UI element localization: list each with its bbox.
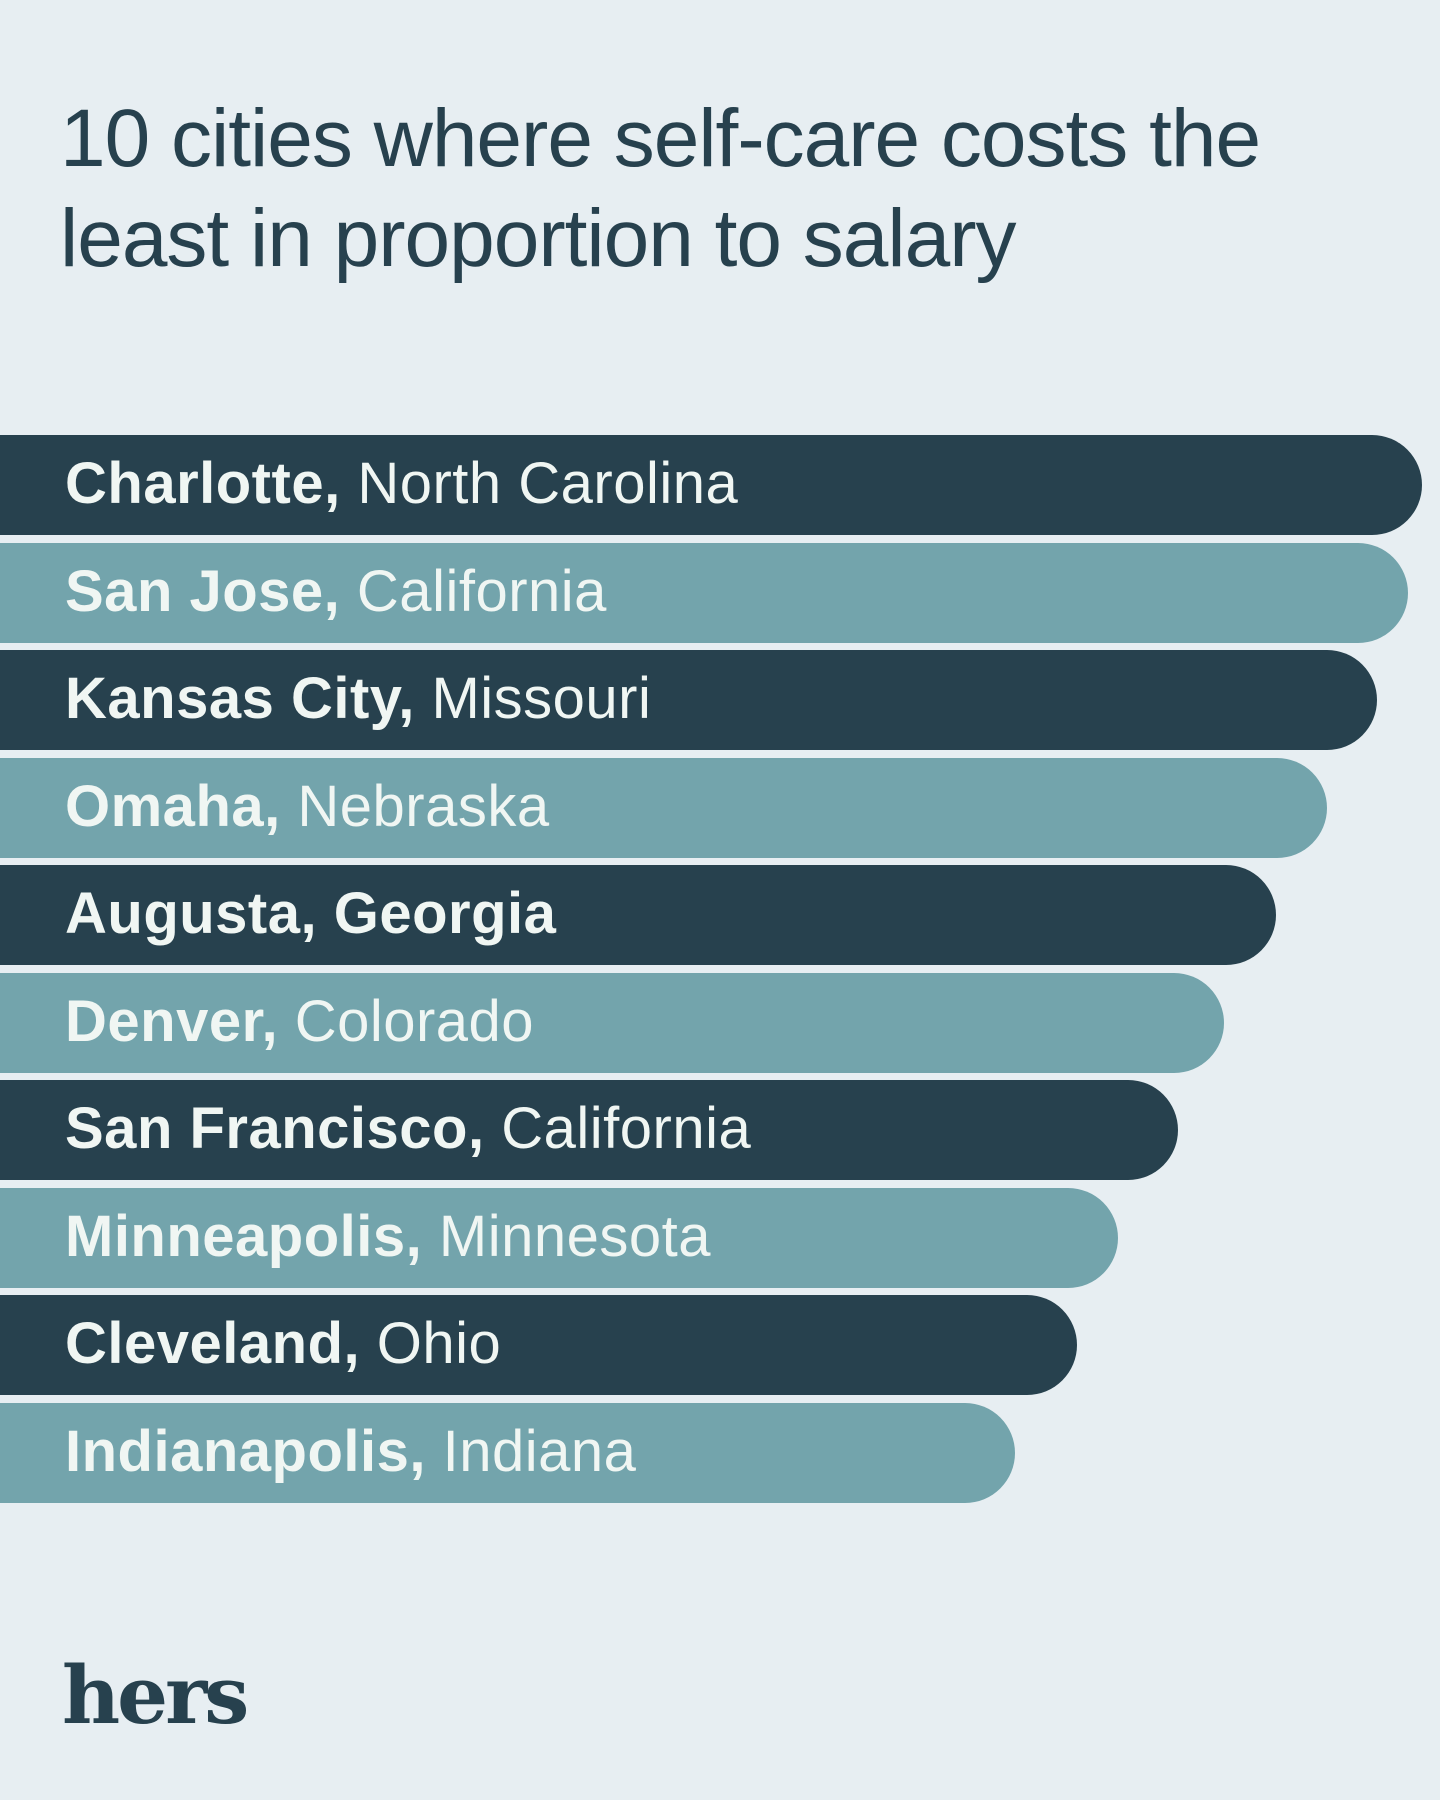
page-title: 10 cities where self-care costs the leas… xyxy=(60,89,1261,289)
bar-row: Charlotte, North Carolina xyxy=(0,435,1422,535)
bar-row: San Francisco, California xyxy=(0,1080,1178,1180)
bar-city-label: San Jose, xyxy=(65,558,357,624)
bar-city-label: San Francisco, xyxy=(65,1095,502,1161)
bar-state-label: Missouri xyxy=(431,665,652,731)
bar-row: San Jose, California xyxy=(0,543,1408,643)
bar-state-label: Georgia xyxy=(333,880,557,946)
bar-row: Kansas City, Missouri xyxy=(0,650,1377,750)
bar-state-label: Ohio xyxy=(376,1310,502,1376)
bar-state-label: California xyxy=(356,558,607,624)
bar-city-label: Charlotte, xyxy=(65,450,358,516)
bar-state-label: Nebraska xyxy=(297,773,550,839)
bar-state-label: Indiana xyxy=(442,1418,637,1484)
bar-state-label: California xyxy=(501,1095,752,1161)
bar-row: Minneapolis, Minnesota xyxy=(0,1188,1118,1288)
hers-logo: hers xyxy=(62,1648,249,1742)
bar-row: Augusta, Georgia xyxy=(0,865,1276,965)
bar-city-label: Cleveland, xyxy=(65,1310,377,1376)
bar-state-label: Colorado xyxy=(294,988,535,1054)
bar-row: Indianapolis, Indiana xyxy=(0,1403,1015,1503)
bar-state-label: North Carolina xyxy=(357,450,739,516)
bar-row: Cleveland, Ohio xyxy=(0,1295,1077,1395)
bar-city-label: Minneapolis, xyxy=(65,1203,439,1269)
bar-city-label: Denver, xyxy=(65,988,295,1054)
bar-city-label: Omaha, xyxy=(65,773,298,839)
bar-city-label: Indianapolis, xyxy=(65,1418,443,1484)
bar-city-label: Augusta, xyxy=(65,880,334,946)
page-title-line-1: 10 cities where self-care costs the xyxy=(60,92,1261,184)
bar-row: Omaha, Nebraska xyxy=(0,758,1327,858)
bar-row: Denver, Colorado xyxy=(0,973,1224,1073)
page-title-line-2: least in proportion to salary xyxy=(60,192,1017,284)
bar-city-label: Kansas City, xyxy=(65,665,432,731)
bar-state-label: Minnesota xyxy=(438,1203,711,1269)
